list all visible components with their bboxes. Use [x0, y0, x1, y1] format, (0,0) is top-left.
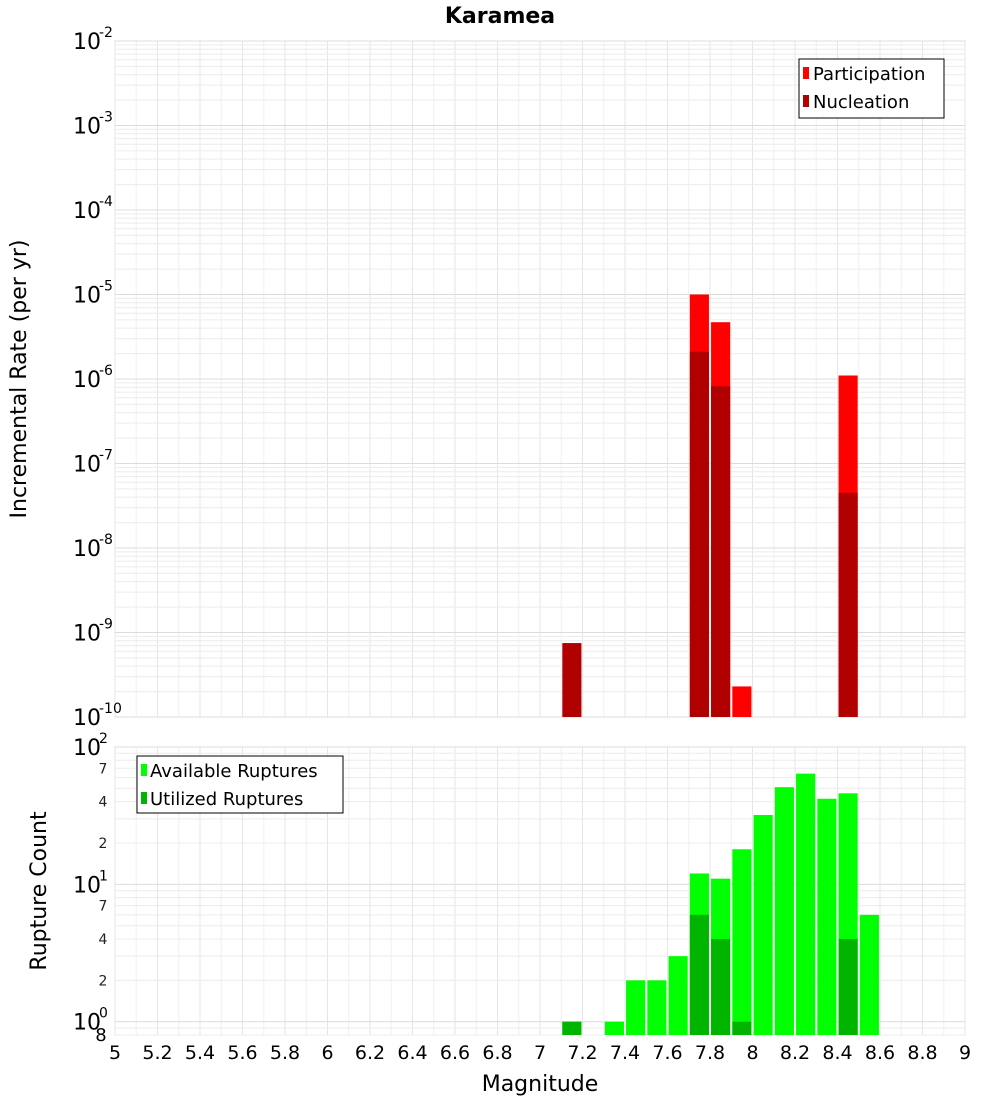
- x-tick-label: 8.8: [907, 1042, 937, 1064]
- y-tick-label: 10: [73, 537, 101, 562]
- bar-available-ruptures: [668, 956, 688, 1035]
- y-tick-label: 10: [73, 873, 101, 898]
- legend-label-utilized-ruptures: Utilized Ruptures: [150, 789, 303, 810]
- x-tick-label: 5.4: [185, 1042, 215, 1064]
- x-tick-label: 6: [321, 1042, 333, 1064]
- top-legend-box: [798, 58, 945, 119]
- top-y-tick-labels: 10-210-310-410-510-610-710-810-910-10: [73, 25, 122, 731]
- bar-available-ruptures: [647, 980, 667, 1035]
- bar-utilized-ruptures: [711, 939, 731, 1035]
- legend-swatch-utilized-ruptures: [141, 792, 147, 804]
- y-tick-minor-label: 7: [99, 761, 108, 777]
- x-tick-label: 7.8: [695, 1042, 725, 1064]
- y-tick-exponent: -4: [99, 194, 113, 210]
- x-tick-label: 8: [746, 1042, 758, 1064]
- x-tick-label: 6.8: [482, 1042, 512, 1064]
- y-tick-exponent: -6: [99, 363, 113, 379]
- x-tick-label: 8.2: [780, 1042, 810, 1064]
- x-tick-labels: 5 5.2 5.4 5.6 5.8 6 6.2 6.4 6.6 6.8 7 7.2 7.4 7.6 7.8 8…: [109, 1042, 971, 1064]
- bar-nucleation: [838, 492, 858, 717]
- y-tick-exponent: -7: [99, 448, 113, 464]
- bar-participation: [732, 686, 752, 717]
- bar-utilized-ruptures: [838, 939, 858, 1035]
- y-tick-label: 10: [73, 1011, 101, 1036]
- bar-nucleation: [562, 643, 582, 717]
- y-tick-minor-label: 4: [99, 795, 108, 811]
- y-tick-exponent: -3: [99, 110, 113, 126]
- bar-utilized-ruptures: [562, 1021, 582, 1035]
- bar-available-ruptures: [732, 849, 752, 1035]
- top-bars: [562, 294, 858, 717]
- x-tick-label: 7.6: [652, 1042, 682, 1064]
- bottom-legend-box: [136, 755, 344, 814]
- y-tick-exponent: -2: [99, 25, 113, 41]
- y-tick-label: 10: [73, 199, 101, 224]
- y-tick-minor-label: 2: [99, 973, 108, 989]
- x-tick-label: 8.4: [822, 1042, 852, 1064]
- top-panel: 10-210-310-410-510-610-710-810-910-10 In…: [7, 25, 966, 731]
- x-tick-label: 7: [534, 1042, 546, 1064]
- bottom-legend: Available Ruptures Utilized Ruptures: [136, 755, 344, 814]
- legend-label-nucleation: Nucleation: [813, 92, 909, 113]
- y-tick-label: 10: [73, 622, 101, 647]
- bar-available-ruptures: [626, 980, 646, 1035]
- y-tick-exponent: -9: [99, 617, 113, 633]
- y-tick-exponent: -8: [99, 532, 113, 548]
- bar-available-ruptures: [604, 1021, 624, 1035]
- bar-available-ruptures: [817, 798, 837, 1035]
- y-tick-label: 10: [73, 368, 101, 393]
- x-tick-label: 9: [959, 1042, 971, 1064]
- bar-available-ruptures: [774, 787, 794, 1035]
- y-tick-exponent: 0: [99, 1006, 108, 1022]
- legend-label-available-ruptures: Available Ruptures: [150, 761, 318, 782]
- legend-label-participation: Participation: [813, 64, 925, 85]
- legend-swatch-nucleation: [803, 95, 809, 107]
- x-tick-label: 8.6: [865, 1042, 895, 1064]
- bottom-y-axis-label: Rupture Count: [27, 811, 52, 971]
- y-tick-minor-label: 8: [95, 1025, 106, 1046]
- x-tick-label: 7.4: [610, 1042, 640, 1064]
- x-tick-label: 7.2: [567, 1042, 597, 1064]
- x-tick-label: 5.2: [142, 1042, 172, 1064]
- top-y-axis-label: Incremental Rate (per yr): [7, 240, 32, 519]
- top-gridlines: [114, 40, 966, 718]
- top-legend: Participation Nucleation: [798, 58, 945, 119]
- bar-utilized-ruptures: [689, 914, 709, 1035]
- y-tick-exponent: -10: [99, 701, 122, 717]
- x-axis-label: Magnitude: [482, 1072, 599, 1097]
- x-tick-label: 5.8: [270, 1042, 300, 1064]
- y-tick-label: 10: [73, 453, 101, 478]
- x-tick-label: 6.6: [440, 1042, 470, 1064]
- y-tick-exponent: 2: [99, 731, 108, 747]
- x-tick-label: 5: [109, 1042, 121, 1064]
- bar-nucleation: [689, 351, 709, 717]
- y-tick-minor-label: 2: [99, 836, 108, 852]
- x-tick-label: 6.2: [355, 1042, 385, 1064]
- legend-swatch-available-ruptures: [141, 764, 147, 776]
- y-tick-exponent: -5: [99, 279, 113, 295]
- y-tick-label: 10: [73, 706, 101, 731]
- bar-available-ruptures: [796, 773, 816, 1035]
- y-tick-label: 10: [73, 30, 101, 55]
- legend-swatch-participation: [803, 67, 809, 79]
- y-tick-minor-label: 7: [99, 899, 108, 915]
- y-tick-label: 10: [73, 736, 101, 761]
- bar-utilized-ruptures: [732, 1021, 752, 1035]
- bar-nucleation: [711, 386, 731, 717]
- y-tick-label: 10: [73, 284, 101, 309]
- x-tick-label: 6.4: [397, 1042, 427, 1064]
- bar-available-ruptures: [859, 914, 879, 1035]
- bar-available-ruptures: [753, 814, 773, 1035]
- x-tick-label: 5.6: [227, 1042, 257, 1064]
- chart-title: Karamea: [445, 4, 555, 29]
- bottom-bars: [562, 773, 879, 1035]
- y-tick-exponent: 1: [99, 868, 108, 884]
- y-tick-label: 10: [73, 115, 101, 140]
- y-tick-minor-label: 4: [99, 932, 108, 948]
